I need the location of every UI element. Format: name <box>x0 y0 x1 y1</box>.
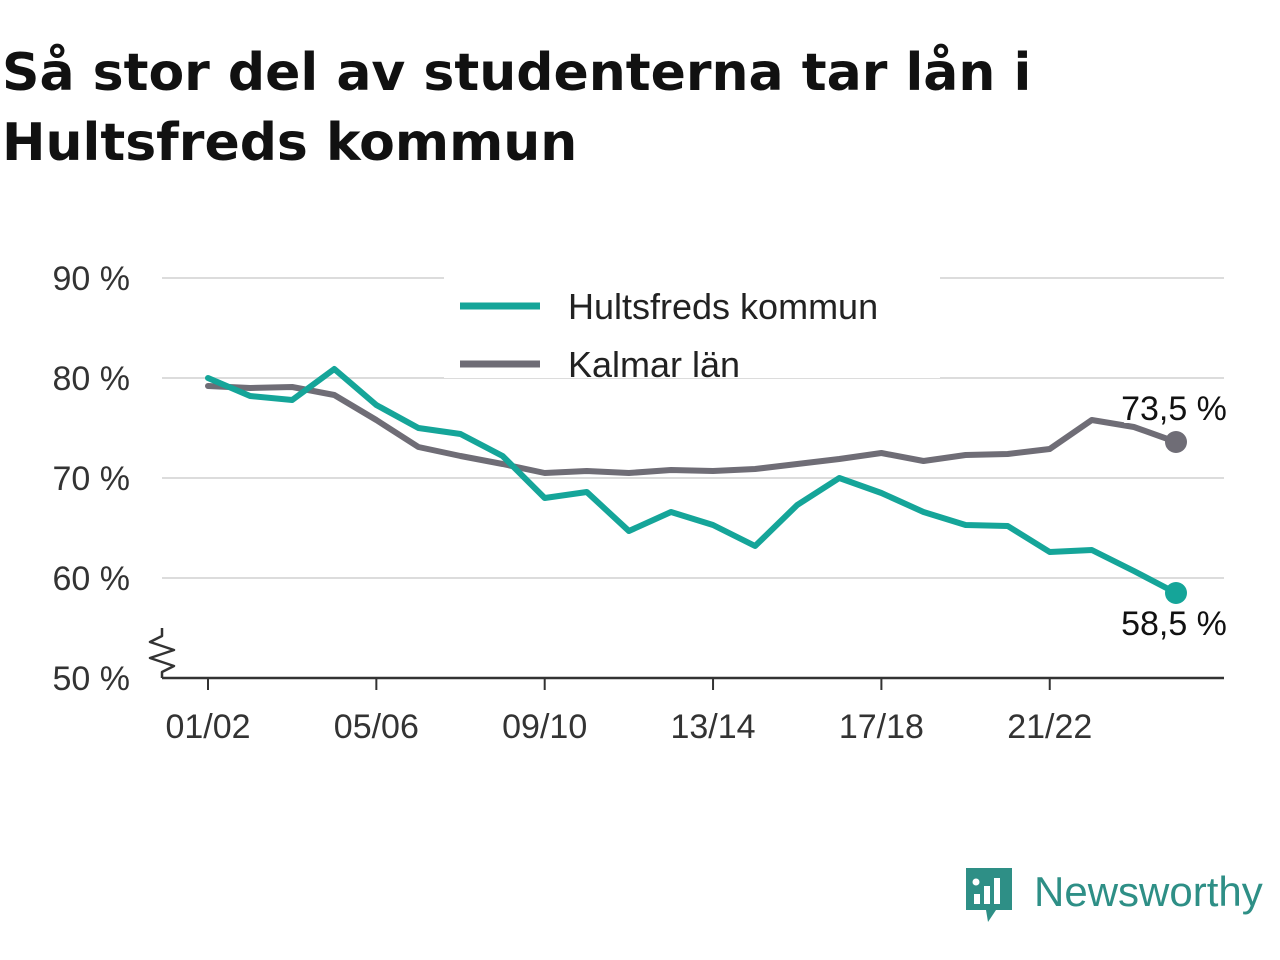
legend-label: Hultsfreds kommun <box>568 286 878 327</box>
y-tick-label: 90 % <box>53 260 131 298</box>
y-axis-labels: 50 % 60 % 70 % 80 % 90 % <box>53 260 131 698</box>
series-lines <box>205 366 1187 604</box>
x-tick-label: 13/14 <box>670 708 755 746</box>
x-axis-labels: 01/02 05/06 09/10 13/14 17/18 21/22 <box>165 708 1092 746</box>
end-value-label: 73,5 % <box>1121 390 1227 428</box>
x-tick-label: 21/22 <box>1007 708 1092 746</box>
legend-label: Kalmar län <box>568 344 740 385</box>
newsworthy-wordmark: Newsworthy <box>1034 868 1263 915</box>
legend: Hultsfreds kommun Kalmar län <box>444 268 940 385</box>
series-end-point <box>1165 582 1187 604</box>
series-end-point <box>1165 431 1187 453</box>
end-value-label: 58,5 % <box>1121 605 1227 643</box>
newsworthy-logo: Newsworthy <box>962 864 1280 928</box>
y-axis-break-icon <box>148 628 176 678</box>
x-tick-label: 05/06 <box>334 708 419 746</box>
newsworthy-logo-icon <box>966 868 1012 922</box>
axis-break-zigzag <box>148 628 176 678</box>
series-line <box>205 366 1179 596</box>
x-axis <box>162 676 1224 690</box>
y-tick-label: 70 % <box>53 460 131 498</box>
series-line <box>205 383 1179 476</box>
y-tick-label: 80 % <box>53 360 131 398</box>
x-tick-label: 01/02 <box>165 708 250 746</box>
x-tick-label: 09/10 <box>502 708 587 746</box>
end-value-labels: 58,5 % 73,5 % <box>1118 387 1230 646</box>
y-tick-label: 60 % <box>53 560 131 598</box>
legend-background <box>444 268 940 378</box>
chart-title: Så stor del av studenterna tar lån i Hul… <box>2 43 1032 173</box>
y-tick-label: 50 % <box>53 660 131 698</box>
x-tick-label: 17/18 <box>839 708 924 746</box>
